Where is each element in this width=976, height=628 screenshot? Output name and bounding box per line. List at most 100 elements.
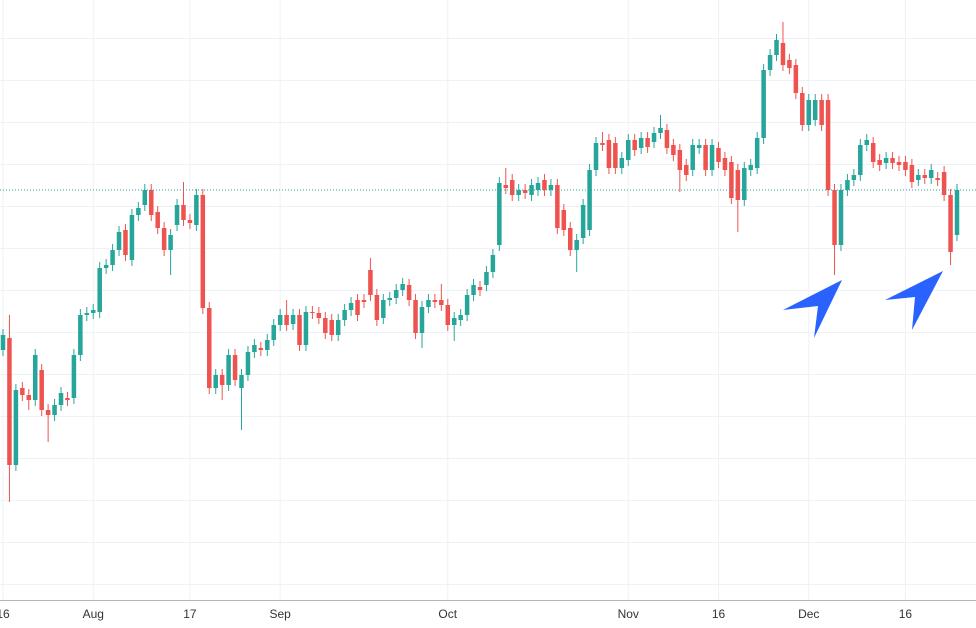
candle-body	[13, 390, 19, 465]
candle-body	[638, 138, 644, 148]
candle-body	[116, 232, 122, 250]
candle-body	[245, 352, 251, 375]
candle-body	[445, 305, 451, 325]
candle-body	[239, 375, 244, 388]
candle-body	[20, 388, 25, 395]
candle-body	[806, 100, 811, 125]
candle-body	[903, 162, 908, 170]
candle-body	[477, 287, 483, 290]
candle-body	[149, 190, 154, 215]
candle-body	[458, 315, 463, 320]
candle-body	[400, 284, 405, 290]
candle-body	[110, 250, 115, 265]
candle-body	[419, 307, 425, 333]
candle-body	[26, 395, 32, 400]
candle-body	[374, 295, 380, 320]
candle-body	[103, 265, 109, 268]
candle-body	[393, 290, 399, 298]
candle-body	[619, 158, 625, 168]
candle-body	[774, 40, 779, 55]
candle-body	[490, 255, 496, 272]
candle-body	[761, 70, 766, 138]
candle-body	[200, 195, 206, 308]
candle-body	[7, 338, 12, 465]
candle-body	[316, 313, 322, 318]
candle-body	[580, 205, 586, 238]
candle-body	[181, 205, 186, 220]
candle-body	[329, 320, 334, 335]
candle-body	[277, 315, 283, 325]
candle-body	[58, 393, 64, 405]
candle-body	[561, 210, 567, 230]
candle-body	[90, 310, 96, 313]
candle-body	[928, 170, 934, 178]
candle-body	[432, 300, 438, 302]
candle-body	[219, 375, 225, 385]
candle-body	[32, 355, 38, 400]
candle-body	[877, 160, 882, 165]
candle-body	[832, 190, 837, 245]
x-tick-label: 16	[712, 607, 726, 621]
candle-body	[406, 285, 412, 300]
candle-body	[664, 130, 670, 148]
candle-body	[858, 145, 863, 175]
x-tick-label: Nov	[618, 607, 639, 621]
candle-body	[335, 320, 341, 335]
candle-body	[754, 138, 760, 168]
candle-body	[290, 315, 296, 324]
candle-body	[793, 65, 799, 93]
candle-body	[954, 190, 960, 235]
candle-body	[535, 183, 541, 190]
candle-body	[426, 300, 431, 307]
x-tick-label: Aug	[83, 607, 104, 621]
candle-body	[632, 140, 637, 150]
candle-body	[516, 190, 521, 195]
candle-body	[226, 355, 231, 385]
candle-body	[825, 100, 831, 190]
candle-body	[413, 300, 418, 333]
candle-body	[471, 285, 476, 295]
annotation-arrow	[783, 280, 842, 338]
plot-area	[0, 22, 976, 502]
candle-body	[232, 355, 238, 380]
candle-body	[252, 345, 257, 352]
candle-body	[780, 43, 786, 65]
candle-body	[812, 100, 818, 120]
candle-body	[342, 310, 347, 320]
candle-body	[729, 162, 734, 198]
candle-body	[890, 158, 895, 163]
x-axis-labels: 16 Aug 17 Sep Oct Nov 16 Dec 16	[0, 607, 912, 621]
candle-body	[671, 145, 676, 155]
candle-body	[503, 185, 509, 188]
candle-body	[851, 175, 857, 180]
candle-body	[677, 150, 683, 170]
candle-body	[548, 185, 554, 190]
candle-body	[645, 138, 650, 147]
candle-body	[97, 268, 102, 312]
candle-body	[123, 230, 128, 255]
candle-body	[348, 303, 354, 310]
candle-body	[323, 318, 328, 333]
candle-body	[161, 228, 167, 250]
candle-body	[658, 128, 663, 133]
x-tick-label: 17	[183, 607, 197, 621]
candle-body	[870, 143, 876, 162]
candle-body	[464, 295, 470, 315]
candle-body	[213, 375, 218, 388]
candle-body	[922, 175, 928, 178]
candle-body	[361, 300, 367, 302]
candle-body	[716, 148, 721, 162]
candle-body	[387, 298, 393, 300]
candle-body	[935, 178, 940, 180]
candle-body	[174, 205, 180, 225]
candle-body	[722, 158, 728, 170]
candle-body	[368, 270, 373, 295]
candle-body	[909, 165, 915, 182]
candle-body	[497, 183, 502, 245]
candle-body	[355, 300, 360, 315]
annotation-arrow	[885, 271, 943, 330]
candle-body	[284, 315, 289, 325]
candle-body	[800, 93, 805, 125]
candle-body	[696, 145, 702, 148]
